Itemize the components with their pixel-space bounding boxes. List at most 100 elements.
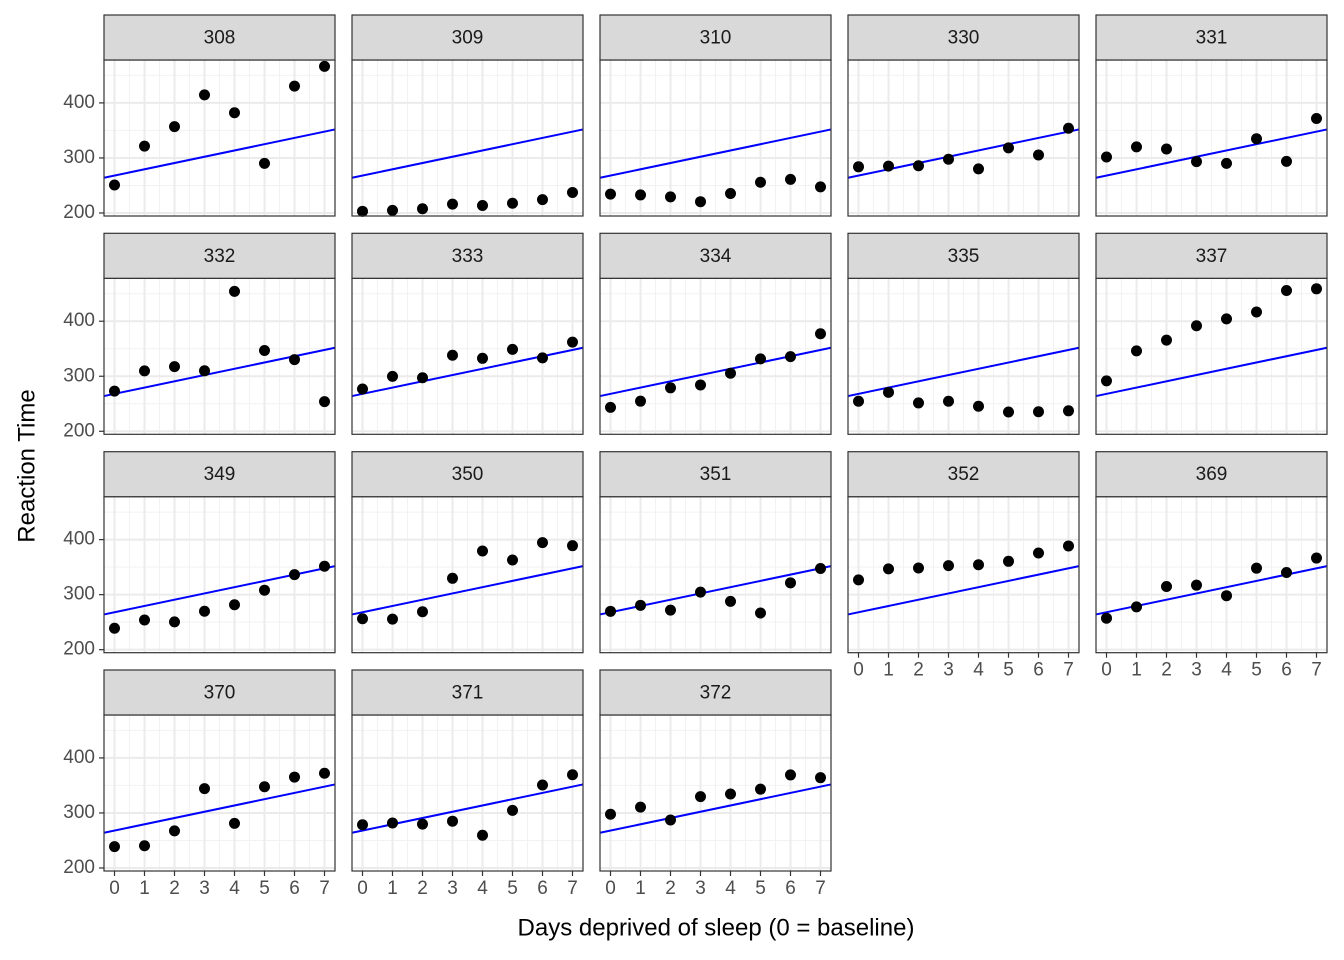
point xyxy=(169,121,180,133)
point xyxy=(537,537,548,549)
point xyxy=(477,545,488,557)
x-tick-label: 3 xyxy=(447,878,458,899)
x-tick-label: 0 xyxy=(109,878,120,899)
point xyxy=(417,818,428,830)
x-tick-label: 5 xyxy=(259,878,270,899)
fit-line xyxy=(351,128,584,179)
point xyxy=(507,554,518,566)
point xyxy=(815,328,826,340)
point xyxy=(635,189,646,201)
point xyxy=(1131,345,1142,357)
point xyxy=(387,613,398,625)
point xyxy=(169,361,180,373)
x-tick-label: 2 xyxy=(665,878,676,899)
x-tick-label: 5 xyxy=(755,878,766,899)
x-tick-label: 5 xyxy=(507,878,518,899)
point xyxy=(815,562,826,574)
point xyxy=(447,349,458,361)
point xyxy=(725,595,736,607)
y-tick-label: 400 xyxy=(63,310,95,331)
strip-text: 334 xyxy=(700,246,732,267)
point xyxy=(755,783,766,795)
point xyxy=(139,840,150,852)
strip xyxy=(351,14,584,61)
point xyxy=(507,197,518,209)
point xyxy=(1003,142,1014,154)
point xyxy=(1003,406,1014,418)
x-tick-label: 4 xyxy=(725,878,736,899)
point xyxy=(785,577,796,589)
point xyxy=(567,186,578,198)
point xyxy=(139,140,150,152)
point xyxy=(883,563,894,575)
point xyxy=(695,791,706,803)
x-tick-label: 7 xyxy=(319,878,330,899)
point xyxy=(417,606,428,618)
strip-text: 332 xyxy=(204,246,236,267)
point xyxy=(1251,133,1262,145)
point xyxy=(785,351,796,363)
point xyxy=(883,160,894,172)
x-tick-label: 1 xyxy=(883,660,894,681)
strip xyxy=(599,232,832,279)
x-tick-label: 7 xyxy=(567,878,578,899)
strip-text: 335 xyxy=(948,246,980,267)
fit-line xyxy=(1095,346,1328,398)
x-tick-label: 7 xyxy=(1311,660,1322,681)
point xyxy=(1311,113,1322,125)
point xyxy=(1221,590,1232,602)
facet-panel: 352 0 1 2 3 4 5 6 7 xyxy=(847,451,1080,681)
point xyxy=(139,365,150,377)
point xyxy=(725,187,736,199)
point xyxy=(1281,155,1292,167)
y-axis-title: Reaction Time xyxy=(13,389,40,542)
y-tick-label: 200 xyxy=(63,202,95,223)
strip-text: 337 xyxy=(1196,246,1228,267)
point xyxy=(755,353,766,365)
point xyxy=(1033,547,1044,559)
point xyxy=(695,379,706,391)
point xyxy=(973,559,984,571)
x-tick-label: 4 xyxy=(1221,660,1232,681)
point xyxy=(357,819,368,831)
y-tick-label: 200 xyxy=(63,420,95,441)
point xyxy=(1221,313,1232,325)
strip-text: 352 xyxy=(948,464,980,485)
point xyxy=(417,203,428,215)
strip xyxy=(1095,451,1328,498)
fit-line xyxy=(103,128,336,179)
x-tick-label: 5 xyxy=(1251,660,1262,681)
strip xyxy=(103,232,336,279)
point xyxy=(943,153,954,165)
point xyxy=(477,199,488,211)
point xyxy=(695,586,706,598)
point xyxy=(357,613,368,625)
fit-line xyxy=(599,783,832,834)
point xyxy=(447,198,458,210)
point xyxy=(1063,122,1074,134)
strip-text: 372 xyxy=(700,683,732,704)
fit-line xyxy=(599,128,832,179)
point xyxy=(319,396,330,408)
point xyxy=(605,808,616,820)
point xyxy=(537,779,548,791)
fit-line xyxy=(351,565,584,616)
point xyxy=(1281,566,1292,578)
point xyxy=(785,769,796,781)
strip-text: 310 xyxy=(700,28,732,49)
x-tick-label: 5 xyxy=(1003,660,1014,681)
x-tick-label: 7 xyxy=(1063,660,1074,681)
y-tick-label: 400 xyxy=(63,92,95,113)
point xyxy=(605,605,616,617)
point xyxy=(357,205,368,217)
point xyxy=(665,604,676,616)
point xyxy=(725,788,736,800)
point xyxy=(785,173,796,185)
point xyxy=(1101,375,1112,387)
point xyxy=(1033,149,1044,161)
point xyxy=(913,562,924,574)
x-tick-label: 6 xyxy=(1281,660,1292,681)
point xyxy=(387,817,398,829)
y-tick-label: 400 xyxy=(63,529,95,550)
